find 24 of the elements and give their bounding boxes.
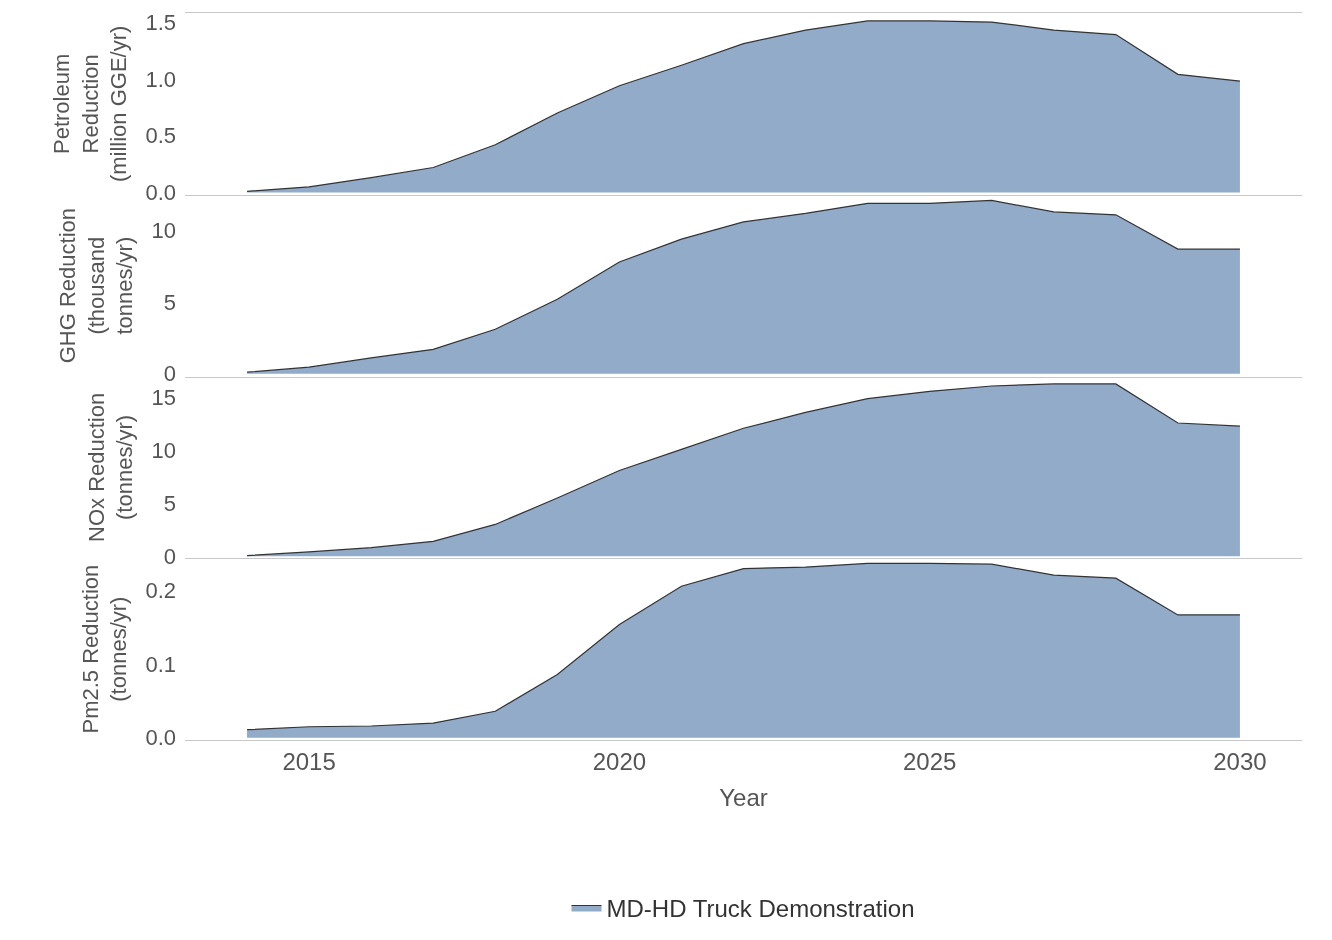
y-axis-title: GHG Reduction (thousand tonnes/yr) [55,207,138,364]
y-tick-label: 5 [163,491,176,516]
x-axis-title: Year [719,784,768,812]
x-tick-label: 2015 [282,747,336,775]
x-tick-label: 2025 [902,747,957,775]
y-tick-label: 15 [151,385,176,411]
x-tick-label: 2020 [592,747,647,775]
y-tick-label: 0 [163,361,176,387]
x-tick-label: 2030 [1213,747,1267,775]
y-tick-label: 0.2 [145,578,176,604]
y-tick-label: 0.0 [145,180,176,206]
y-tick-label: 5 [163,289,176,315]
y-tick-label: 10 [151,218,176,244]
y-tick-label: 1.5 [145,9,176,35]
y-axis-title: NOx Reduction (tonnes/yr) [83,392,138,542]
y-tick-label: 0.0 [145,725,176,751]
y-tick-label: 1.0 [145,66,176,92]
y-axis-title: Petroleum Reduction (million GGE/yr) [49,25,132,183]
y-tick-label: 0.5 [145,123,176,149]
y-axis-title: Pm2.5 Reduction (tonnes/yr) [77,564,132,734]
legend-label: MD-HD Truck Demonstration [606,894,915,922]
y-tick-label: 10 [151,438,176,464]
y-tick-label: 0.1 [145,651,176,677]
y-tick-label: 0 [163,543,176,569]
